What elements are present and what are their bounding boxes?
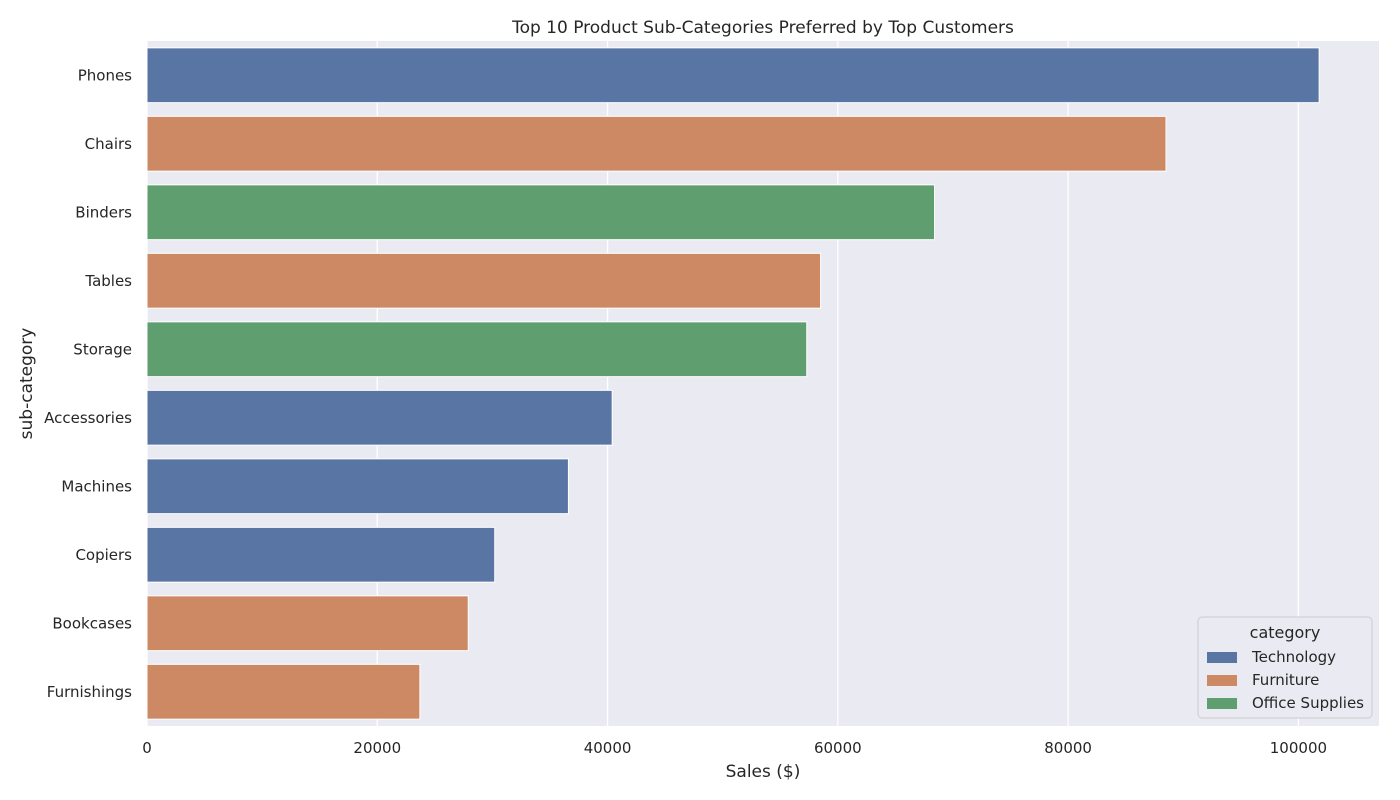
y-tick-label: Tables	[84, 272, 132, 290]
legend-items: Technology Furniture Office Supplies	[1207, 648, 1364, 712]
legend-title: category	[1250, 623, 1321, 642]
y-axis-title: sub-category	[17, 328, 37, 440]
bar-binders	[146, 184, 936, 241]
x-tick-label: 0	[142, 739, 152, 757]
y-axis-ticks: Phones Chairs Binders Tables Storage Accessor…	[44, 66, 132, 701]
y-tick-label: Furnishings	[47, 683, 132, 701]
y-tick-label: Machines	[61, 477, 132, 495]
legend: category Technology Furniture Office Suppl…	[1197, 616, 1373, 719]
legend-swatch-technology	[1207, 652, 1237, 663]
x-tick-label: 40000	[584, 739, 632, 757]
y-tick-label: Chairs	[85, 135, 133, 153]
legend-label: Furniture	[1252, 671, 1319, 689]
legend-swatch-office-supplies	[1207, 698, 1237, 709]
legend-label: Office Supplies	[1252, 694, 1364, 712]
bar-copiers	[146, 526, 496, 583]
bar-bookcases	[146, 595, 469, 652]
x-tick-label: 60000	[814, 739, 862, 757]
bar-machines	[146, 458, 569, 515]
bar-accessories	[146, 389, 613, 446]
x-axis-ticks: 0 20000 40000 60000 80000 100000	[142, 739, 1327, 757]
bars	[146, 47, 1320, 720]
chart-title: Top 10 Product Sub-Categories Preferred …	[511, 18, 1014, 38]
x-axis-title: Sales ($)	[726, 762, 801, 782]
y-tick-label: Copiers	[75, 546, 132, 564]
legend-box	[1197, 616, 1373, 719]
y-tick-label: Phones	[78, 66, 132, 84]
x-tick-label: 100000	[1270, 739, 1327, 757]
y-tick-label: Binders	[75, 203, 132, 221]
x-tick-label: 20000	[353, 739, 401, 757]
legend-swatch-furniture	[1207, 675, 1237, 686]
bar-tables	[146, 252, 822, 309]
bar-phones	[146, 47, 1320, 104]
x-tick-label: 80000	[1044, 739, 1092, 757]
y-tick-label: Accessories	[44, 409, 132, 427]
bar-chairs	[146, 115, 1167, 172]
bar-furnishings	[146, 663, 421, 720]
bar-storage	[146, 321, 808, 378]
y-tick-label: Storage	[73, 340, 132, 358]
y-tick-label: Bookcases	[52, 614, 132, 632]
legend-label: Technology	[1251, 648, 1336, 666]
